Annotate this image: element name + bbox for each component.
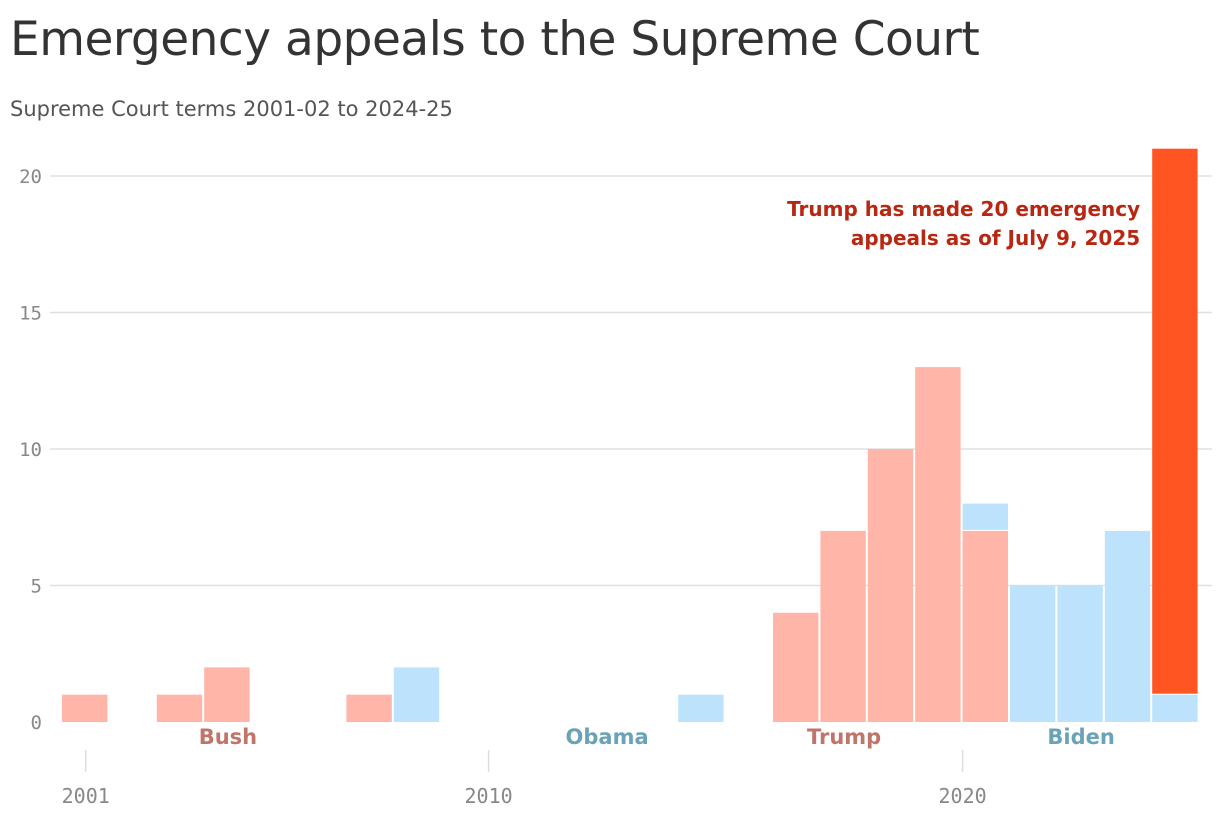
bar-2003-republican <box>156 694 203 722</box>
chart-title: Emergency appeals to the Supreme Court <box>10 12 980 67</box>
bar-2020-republican <box>962 530 1008 722</box>
bar-2019-republican <box>915 367 961 722</box>
annotation-line: Trump has made 20 emergency <box>787 197 1140 221</box>
y-tick-label: 10 <box>19 439 42 461</box>
bar-2014-democrat <box>678 694 724 722</box>
bar-2020-democrat <box>962 503 1008 530</box>
president-label-bush: Bush <box>199 725 257 749</box>
president-label-biden: Biden <box>1047 725 1114 749</box>
bar-2021-democrat <box>1010 585 1056 722</box>
bar-2016-republican <box>773 612 819 722</box>
bar-2004-republican <box>204 667 250 722</box>
bar-2007-republican <box>346 694 392 722</box>
bar-2001-republican <box>62 694 108 722</box>
x-tick-label: 2001 <box>62 784 110 808</box>
president-label-trump: Trump <box>807 725 881 749</box>
bar-2017-republican <box>820 530 866 722</box>
annotation-line: appeals as of July 9, 2025 <box>851 226 1140 250</box>
bar-2024-democrat <box>1152 694 1198 722</box>
x-tick-label: 2010 <box>465 784 513 808</box>
president-label-obama: Obama <box>566 725 649 749</box>
x-tick-label: 2020 <box>939 784 987 808</box>
y-tick-label: 5 <box>31 576 42 598</box>
y-tick-label: 15 <box>19 303 42 325</box>
y-tick-label: 0 <box>31 712 42 734</box>
bar-2024-republican <box>1152 148 1198 694</box>
bar-2023-democrat <box>1104 530 1151 722</box>
bar-2022-democrat <box>1057 585 1103 722</box>
bar-2018-republican <box>867 449 914 722</box>
chart-subtitle: Supreme Court terms 2001-02 to 2024-25 <box>10 97 453 121</box>
y-tick-label: 20 <box>19 166 42 188</box>
bar-2008-democrat <box>393 667 440 722</box>
